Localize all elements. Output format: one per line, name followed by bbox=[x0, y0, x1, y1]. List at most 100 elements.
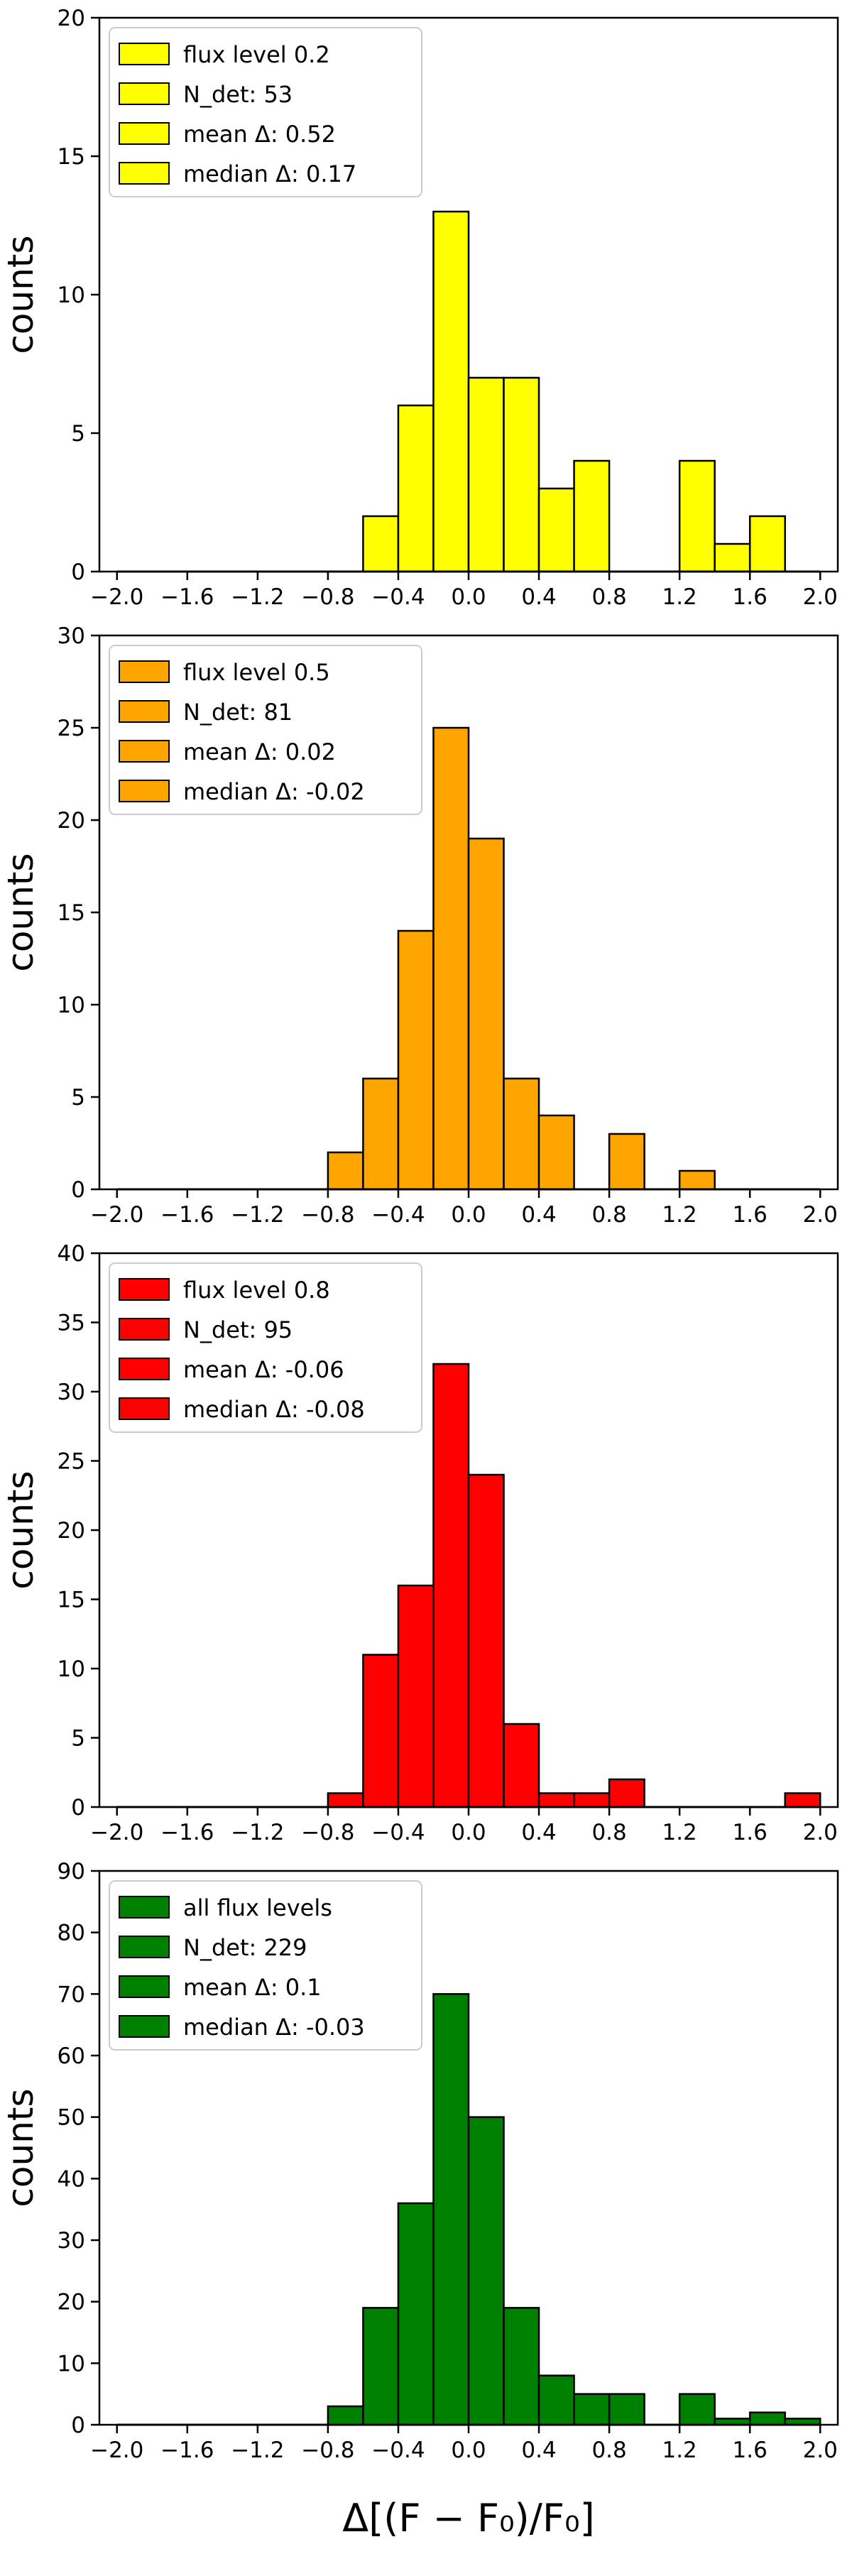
legend-entry: flux level 0.5 bbox=[183, 659, 330, 686]
legend-swatch bbox=[119, 1318, 170, 1341]
x-tick-label: −0.8 bbox=[301, 584, 354, 610]
x-tick-label: −1.6 bbox=[160, 1820, 214, 1845]
histogram-bar bbox=[678, 1169, 716, 1191]
y-tick-label: 80 bbox=[58, 1921, 85, 1946]
x-tick-label: 0.0 bbox=[451, 2438, 486, 2463]
y-tick-label: 30 bbox=[58, 623, 85, 649]
x-tick-label: −2.0 bbox=[90, 1202, 143, 1228]
legend-swatch bbox=[119, 700, 170, 723]
legend: all flux levels N_det: 229 mean Δ: 0.1 medi… bbox=[109, 1880, 422, 2051]
legend-entry: mean Δ: 0.02 bbox=[183, 738, 336, 765]
legend-box bbox=[109, 1880, 422, 2051]
legend-entry: flux level 0.8 bbox=[183, 1277, 330, 1304]
legend-entry: all flux levels bbox=[183, 1894, 332, 1921]
y-tick-label: 20 bbox=[58, 808, 85, 834]
histogram-bar bbox=[397, 2202, 435, 2426]
y-tick-label: 35 bbox=[58, 1311, 85, 1336]
histogram-bar bbox=[362, 515, 400, 573]
y-tick-label: 10 bbox=[58, 1657, 85, 1682]
legend-box bbox=[109, 645, 422, 815]
histogram-bar bbox=[432, 1993, 470, 2426]
legend-swatch bbox=[119, 122, 170, 145]
x-tick-label: 0.8 bbox=[591, 1202, 626, 1228]
x-tick-label: −0.4 bbox=[371, 1820, 425, 1845]
histogram-bar bbox=[397, 404, 435, 573]
y-tick-label: 30 bbox=[58, 1380, 85, 1405]
x-tick-label: 1.2 bbox=[662, 2438, 697, 2463]
y-tick-label: 50 bbox=[58, 2105, 85, 2131]
histogram-bar bbox=[573, 1792, 611, 1808]
x-tick-label: 0.4 bbox=[521, 584, 556, 610]
y-tick-label: 5 bbox=[71, 1085, 85, 1110]
legend-entry: N_det: 229 bbox=[183, 1934, 307, 1961]
x-tick-label: 1.6 bbox=[733, 1820, 768, 1845]
legend-swatch bbox=[119, 1278, 170, 1301]
x-tick-label: 0.4 bbox=[521, 2438, 556, 2463]
histogram-bar bbox=[503, 1077, 540, 1191]
y-tick-label: 15 bbox=[58, 1588, 85, 1613]
legend-entry: N_det: 95 bbox=[183, 1316, 293, 1343]
legend-swatch bbox=[119, 1397, 170, 1420]
x-axis-label: Δ[(F − F₀)/F₀] bbox=[342, 2496, 594, 2540]
histogram-bar bbox=[432, 1363, 470, 1808]
x-tick-label: −1.2 bbox=[231, 1202, 284, 1228]
y-tick-label: 5 bbox=[71, 1726, 85, 1752]
x-tick-label: −1.2 bbox=[231, 2438, 284, 2463]
legend-swatch bbox=[119, 82, 170, 105]
legend-entry: flux level 0.2 bbox=[183, 41, 330, 68]
legend-entry: mean Δ: 0.52 bbox=[183, 121, 336, 148]
y-tick-label: 10 bbox=[58, 993, 85, 1018]
x-tick-label: 0.4 bbox=[521, 1202, 556, 1228]
legend: flux level 0.5 N_det: 81 mean Δ: 0.02 media… bbox=[109, 645, 422, 815]
legend-swatch bbox=[119, 162, 170, 185]
y-axis-label: counts bbox=[0, 2088, 41, 2207]
x-tick-label: 1.2 bbox=[662, 1202, 697, 1228]
legend-box bbox=[109, 27, 422, 197]
histogram-bar bbox=[467, 2116, 505, 2426]
x-tick-label: −2.0 bbox=[90, 584, 143, 610]
y-tick-label: 15 bbox=[58, 144, 85, 170]
histogram-bar bbox=[362, 1077, 400, 1191]
histogram-bar bbox=[537, 487, 575, 573]
x-tick-label: 0.4 bbox=[521, 1820, 556, 1845]
x-tick-label: 0.8 bbox=[591, 2438, 626, 2463]
histogram-panel: −2.0 −1.6 −1.2 −0.8 −0.4 0.0 0.4 0.8 1.2 1.6 2.0 0 5… bbox=[0, 623, 839, 1228]
x-tick-label: 2.0 bbox=[803, 584, 838, 610]
x-tick-label: 2.0 bbox=[803, 2438, 838, 2463]
x-tick-label: −0.4 bbox=[371, 584, 425, 610]
histogram-bar bbox=[467, 376, 505, 573]
histogram-bar bbox=[503, 376, 540, 573]
legend-entry: median Δ: 0.17 bbox=[183, 160, 356, 187]
y-tick-label: 20 bbox=[58, 6, 85, 31]
y-tick-label: 10 bbox=[58, 283, 85, 308]
x-tick-label: −0.8 bbox=[301, 1820, 354, 1845]
legend-entry: median Δ: -0.03 bbox=[183, 2014, 365, 2041]
x-tick-label: 2.0 bbox=[803, 1202, 838, 1228]
histogram-bar bbox=[397, 929, 435, 1191]
y-tick-label: 0 bbox=[71, 2413, 85, 2438]
histogram-bar bbox=[397, 1584, 435, 1808]
legend-swatch bbox=[119, 1936, 170, 1958]
y-tick-label: 60 bbox=[58, 2043, 85, 2069]
histogram-bar bbox=[432, 726, 470, 1191]
histogram-bar bbox=[503, 2307, 540, 2426]
y-tick-label: 15 bbox=[58, 900, 85, 926]
y-tick-label: 0 bbox=[71, 560, 85, 585]
histogram-bar bbox=[432, 210, 470, 573]
histogram-bar bbox=[467, 837, 505, 1191]
y-tick-label: 70 bbox=[58, 1982, 85, 2007]
histogram-panel: −2.0 −1.6 −1.2 −0.8 −0.4 0.0 0.4 0.8 1.2 1.6 2.0 0 5… bbox=[0, 1241, 839, 1845]
histogram-bar bbox=[608, 1778, 645, 1808]
legend-swatch bbox=[119, 660, 170, 683]
y-tick-label: 20 bbox=[58, 2290, 85, 2315]
x-tick-label: −2.0 bbox=[90, 2438, 143, 2463]
histogram-bar bbox=[608, 1133, 645, 1191]
x-tick-label: −1.6 bbox=[160, 584, 214, 610]
x-tick-label: 0.0 bbox=[451, 1820, 486, 1845]
x-tick-label: −1.2 bbox=[231, 1820, 284, 1845]
x-tick-label: −1.6 bbox=[160, 1202, 214, 1228]
legend-swatch bbox=[119, 1975, 170, 1998]
x-tick-label: −0.4 bbox=[371, 2438, 425, 2463]
y-tick-label: 90 bbox=[58, 1859, 85, 1884]
legend-entry: median Δ: -0.02 bbox=[183, 778, 365, 805]
